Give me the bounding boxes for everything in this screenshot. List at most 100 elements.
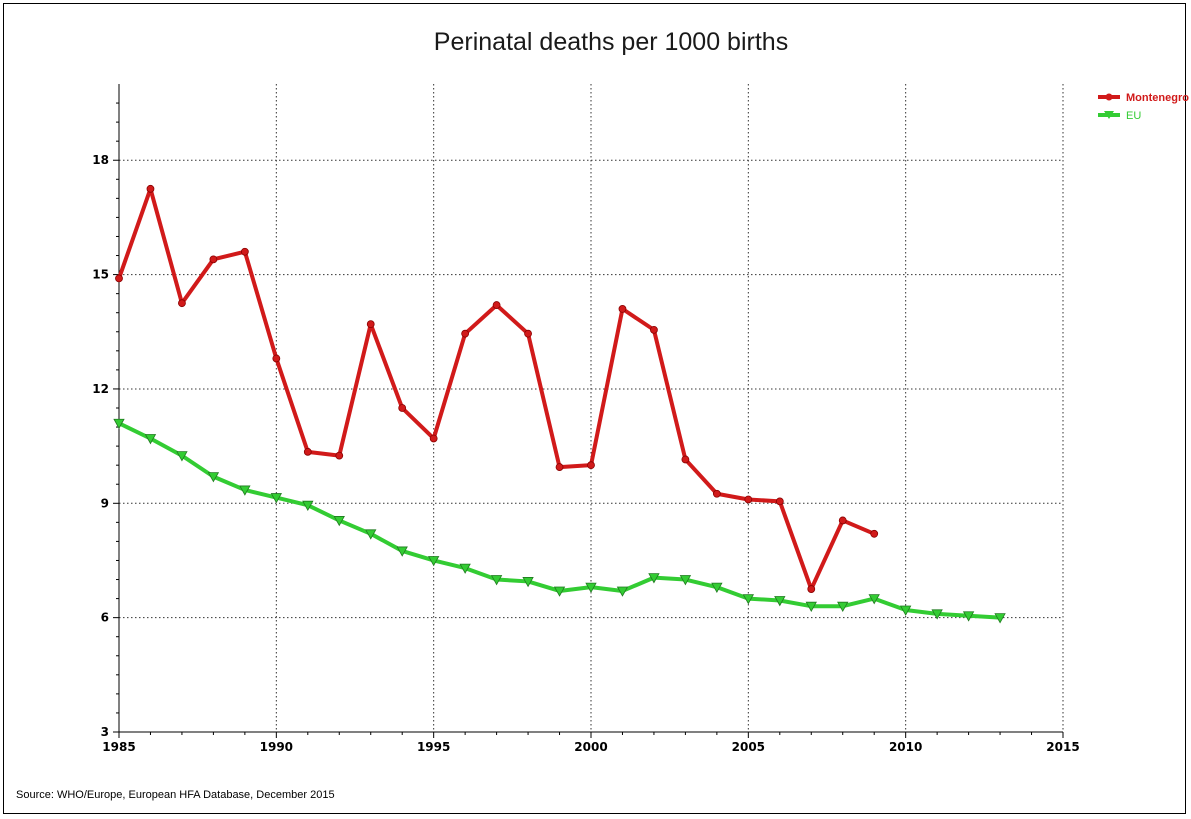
source-note: Source: WHO/Europe, European HFA Databas… — [16, 789, 335, 801]
point-eu-2012 — [962, 611, 975, 622]
series-layer — [113, 184, 1006, 624]
point-eu-2002 — [648, 573, 660, 584]
point-eu-2000 — [585, 582, 597, 593]
point-eu-1999 — [553, 586, 566, 597]
point-montenegro-1994 — [398, 404, 407, 412]
point-eu-1993 — [365, 529, 377, 540]
x-tick-label-2000: 2000 — [574, 740, 607, 754]
series-segment-montenegro-1988 — [211, 249, 247, 262]
series-segment-eu-2008 — [840, 596, 877, 609]
point-eu-1986 — [144, 434, 157, 445]
point-montenegro-2006 — [775, 497, 784, 506]
point-eu-1995 — [427, 556, 440, 567]
chart-frame — [3, 3, 1186, 814]
series-segment-montenegro-1991 — [305, 449, 342, 458]
series-segment-eu-1999 — [557, 585, 593, 593]
point-montenegro-1993 — [366, 320, 375, 329]
point-eu-2004 — [711, 582, 723, 593]
y-tick-label-3: 3 — [101, 725, 109, 739]
axes: 3 6 9 12 15 18 1985 1990 1995 2000 2005 2010 2015 — [92, 84, 1080, 754]
series-segment-eu-2005 — [746, 596, 782, 603]
point-montenegro-1997 — [492, 301, 501, 309]
x-tick-label-1995: 1995 — [417, 740, 450, 754]
series-segment-eu-2004 — [714, 585, 751, 601]
legend-label-eu: EU — [1126, 110, 1141, 122]
series-segment-eu-1994 — [400, 548, 436, 563]
point-montenegro-2001 — [618, 304, 627, 313]
y-tick-label-12: 12 — [92, 382, 109, 396]
point-eu-2001 — [616, 586, 629, 597]
series-segment-eu-1987 — [179, 453, 216, 479]
series-segment-montenegro-1996 — [463, 303, 499, 336]
series-segment-eu-2003 — [683, 577, 719, 590]
series-segment-montenegro-2004 — [714, 491, 751, 502]
point-montenegro-1999 — [555, 463, 564, 471]
series-segment-eu-1998 — [526, 579, 562, 593]
point-montenegro-1996 — [461, 329, 470, 338]
series-segment-eu-1985 — [117, 421, 153, 441]
y-tick-label-9: 9 — [101, 496, 109, 510]
series-segment-eu-1997 — [494, 577, 531, 584]
point-montenegro-1989 — [240, 247, 249, 256]
series-segment-montenegro-1990 — [274, 356, 310, 454]
series-segment-montenegro-2006 — [777, 499, 814, 592]
series-segment-eu-1992 — [337, 518, 373, 536]
y-tick-label-15: 15 — [92, 268, 109, 282]
series-eu — [113, 418, 1006, 624]
point-montenegro-1987 — [178, 299, 186, 308]
point-eu-1998 — [522, 577, 534, 588]
series-segment-eu-2002 — [651, 575, 688, 582]
series-segment-eu-2006 — [777, 598, 814, 609]
legend-marker-montenegro — [1105, 93, 1113, 101]
series-montenegro — [115, 184, 879, 593]
grid-lines — [119, 84, 1064, 732]
series-segment-montenegro-1994 — [400, 406, 436, 441]
series-segment-eu-2000 — [589, 585, 625, 593]
series-segment-montenegro-1993 — [368, 322, 405, 410]
series-segment-eu-2009 — [872, 596, 908, 613]
series-segment-montenegro-2001 — [620, 306, 656, 332]
point-eu-1987 — [176, 451, 188, 462]
point-montenegro-1992 — [335, 451, 344, 460]
series-segment-montenegro-2007 — [809, 518, 845, 592]
series-segment-eu-1995 — [431, 558, 468, 571]
point-eu-1988 — [207, 472, 220, 483]
series-segment-eu-2010 — [903, 608, 940, 616]
point-montenegro-2004 — [712, 489, 721, 498]
x-tick-label-1985: 1985 — [102, 740, 135, 754]
series-segment-montenegro-2008 — [840, 518, 877, 536]
point-eu-1985 — [113, 418, 125, 430]
point-montenegro-1998 — [524, 329, 532, 338]
series-segment-montenegro-1989 — [242, 249, 279, 361]
y-tick-label-6: 6 — [101, 611, 109, 625]
series-segment-montenegro-1999 — [557, 463, 593, 470]
point-montenegro-1985 — [115, 274, 123, 283]
point-montenegro-1990 — [272, 354, 281, 363]
series-segment-eu-1986 — [148, 436, 184, 458]
point-eu-1994 — [396, 546, 408, 557]
series-segment-eu-1991 — [305, 503, 342, 523]
x-tick-label-2005: 2005 — [732, 740, 765, 754]
point-eu-2006 — [774, 596, 786, 607]
series-segment-montenegro-1987 — [179, 257, 216, 306]
series-segment-montenegro-1985 — [117, 186, 153, 281]
point-montenegro-2005 — [744, 495, 753, 504]
point-montenegro-2008 — [838, 516, 847, 525]
series-segment-eu-1988 — [211, 474, 247, 492]
series-segment-montenegro-2000 — [589, 306, 625, 468]
point-montenegro-1991 — [303, 447, 312, 456]
series-segment-eu-2001 — [620, 575, 656, 593]
point-montenegro-2007 — [807, 585, 816, 593]
point-eu-1989 — [239, 485, 251, 496]
point-montenegro-1988 — [209, 255, 218, 264]
point-montenegro-1995 — [429, 434, 438, 443]
series-segment-montenegro-1995 — [431, 331, 468, 441]
legend-marker-eu — [1104, 111, 1114, 119]
x-tick-label-2010: 2010 — [889, 740, 922, 754]
series-segment-eu-1990 — [274, 495, 310, 508]
y-tick-label-18: 18 — [92, 153, 109, 167]
series-segment-eu-1989 — [242, 487, 279, 500]
legend: Montenegro EU — [1098, 92, 1189, 122]
series-segment-montenegro-1998 — [526, 331, 562, 470]
